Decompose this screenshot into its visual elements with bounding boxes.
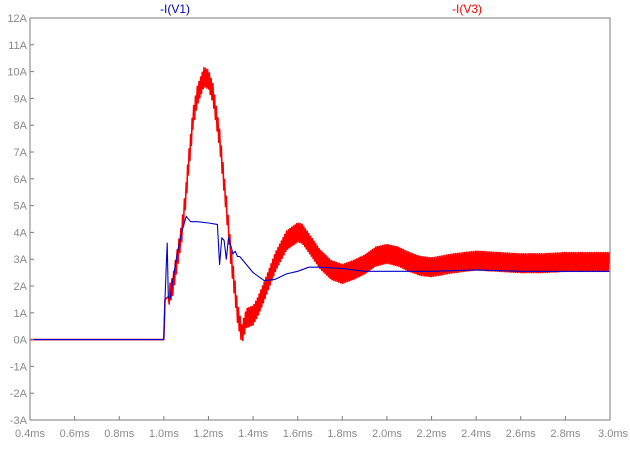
legend: -I(V1) -I(V3) [160,2,482,16]
x-axis: 0.4ms 0.6ms 0.8ms 1.0ms 1.2ms 1.4ms 1.6ms 1.8ms… [15,416,628,440]
y-tick-label: -2A [10,388,28,400]
x-tick-label: 2.8ms [550,428,580,440]
y-tick-label: -3A [10,415,28,427]
x-tick-label: 2.6ms [506,428,536,440]
x-tick-label: 1.0ms [149,428,179,440]
y-tick-label: 9A [14,93,28,105]
y-tick-label: 10A [7,67,27,79]
y-tick-label: -1A [10,361,28,373]
x-tick-label: 0.6ms [60,428,90,440]
x-tick-label: 2.0ms [372,428,402,440]
y-tick-label: 12A [7,13,27,25]
x-tick-label: 2.2ms [417,428,447,440]
y-tick-label: 7A [14,147,28,159]
x-tick-label: 0.8ms [104,428,134,440]
legend-label-i-v3[interactable]: -I(V3) [452,2,482,16]
x-tick-label: 0.4ms [15,428,45,440]
plot-frame [29,17,611,421]
y-tick-label: 0A [14,335,28,347]
x-tick-label: 1.2ms [193,428,223,440]
x-tick-label: 1.4ms [238,428,268,440]
y-tick-label: 3A [14,254,28,266]
x-tick-label: 3.0ms [598,428,628,440]
y-tick-label: 8A [14,120,28,132]
x-tick-label: 2.4ms [461,428,491,440]
y-tick-label: 2A [14,281,28,293]
series-layer [30,66,610,342]
y-tick-label: 6A [14,174,28,186]
y-axis: 12A 11A 10A 9A 8A 7A 6A 5A 4A 3A 2A 1A 0A -1A -2A -3A [7,13,34,427]
legend-label-i-v1[interactable]: -I(V1) [160,2,190,16]
series-line-i-v1 [30,215,610,341]
y-tick-label: 4A [14,227,28,239]
y-tick-label: 1A [14,308,28,320]
x-tick-label: 1.8ms [327,428,357,440]
y-tick-label: 11A [8,40,27,52]
y-tick-label: 5A [14,201,28,213]
x-tick-label: 1.6ms [283,428,313,440]
